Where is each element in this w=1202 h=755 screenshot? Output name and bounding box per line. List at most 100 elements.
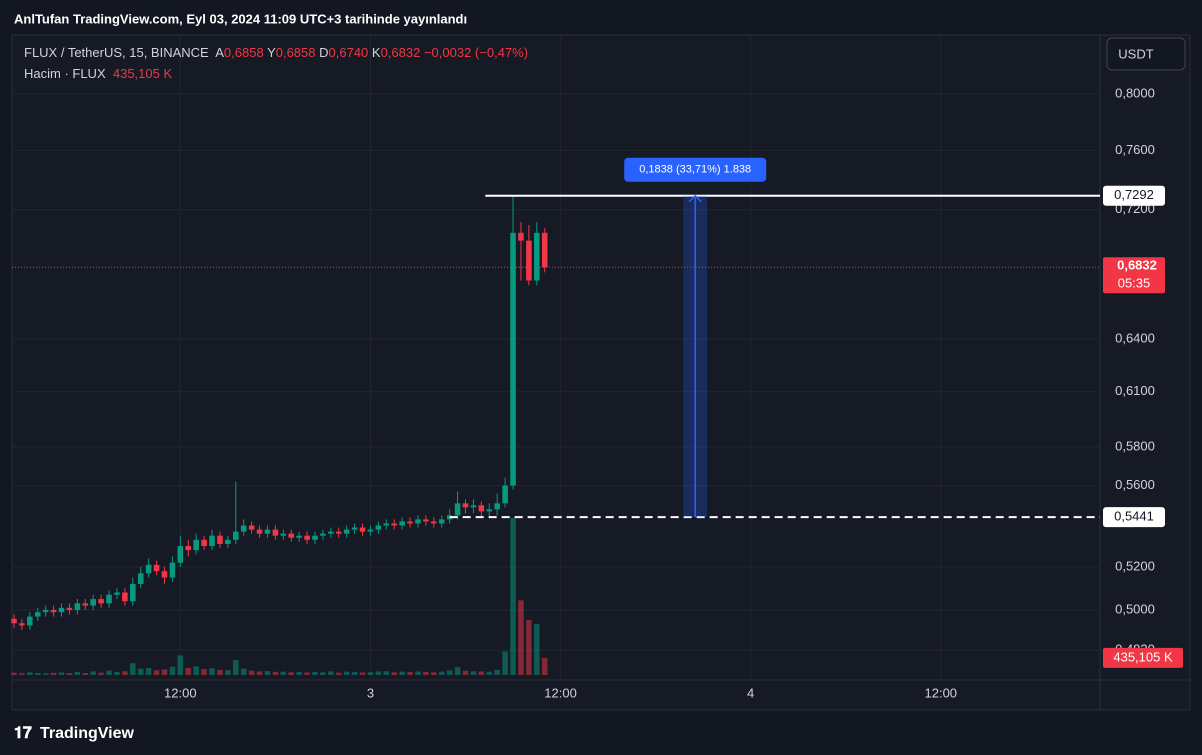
volume-bar	[185, 667, 192, 675]
volume-bar	[122, 671, 128, 675]
ohlc-legend: A0,6858 Y0,6858 D0,6740 K0,6832	[215, 45, 424, 60]
candle-body	[256, 529, 263, 534]
candle-body	[66, 607, 73, 610]
price-label-box	[1103, 507, 1165, 528]
volume-bar	[367, 672, 374, 675]
candle-body	[478, 505, 485, 512]
volume-bar	[391, 672, 397, 675]
candle-body	[541, 232, 548, 268]
ohlc-key: A	[215, 45, 224, 60]
volume-bar	[225, 670, 231, 675]
volume-bar	[494, 669, 500, 675]
candle-body	[58, 607, 65, 613]
volume-bar	[27, 672, 33, 675]
symbol: FLUX / TetherUS, 15, BINANCE	[24, 45, 209, 60]
candle-body	[106, 594, 112, 604]
volume-bar	[177, 655, 184, 675]
candle-body	[534, 232, 540, 281]
candle-body	[423, 519, 429, 522]
y-tick-label: 0,6400	[1115, 330, 1155, 345]
candle-body	[74, 603, 81, 610]
volume-bar	[201, 669, 207, 675]
candle-body	[201, 539, 207, 547]
candle-body	[34, 612, 41, 617]
candle-body	[42, 609, 49, 613]
volume-bar	[438, 671, 445, 675]
y-tick-label: 0,5800	[1115, 438, 1155, 453]
candle-body	[296, 535, 302, 538]
candle-body	[304, 535, 310, 540]
candle-body	[502, 485, 508, 504]
volume-bar	[541, 657, 548, 675]
candle-body	[407, 521, 413, 524]
volume-bar	[145, 667, 152, 675]
volume-bar	[11, 672, 17, 675]
candle-body	[90, 599, 96, 606]
volume-bar	[383, 671, 390, 675]
volume-bar	[74, 671, 81, 675]
measure-label: 0,1838 (33,71%) 1.838	[639, 164, 751, 176]
y-tick-label: 0,8000	[1115, 85, 1155, 100]
volume-bar	[534, 623, 540, 675]
volume-bar	[510, 517, 516, 675]
candle-body	[335, 531, 342, 534]
volume-bar	[407, 672, 413, 675]
countdown-label: 05:35	[1118, 276, 1151, 291]
candle-body	[11, 618, 17, 624]
volume-bar	[328, 671, 334, 675]
volume-bar	[272, 671, 279, 675]
volume-bar	[526, 620, 532, 675]
candle-body	[494, 503, 500, 510]
candle-body	[486, 509, 493, 512]
candle-body	[343, 529, 350, 534]
volume-bar	[153, 670, 160, 675]
candle-body	[50, 609, 57, 613]
volume-bar	[161, 669, 168, 675]
candle-body	[399, 521, 405, 526]
candle-body	[328, 531, 334, 534]
candle-body	[177, 546, 184, 563]
volume-bar	[351, 672, 358, 675]
volume-bar	[130, 663, 136, 675]
volume-bar	[280, 671, 287, 675]
currency-button[interactable]	[1106, 37, 1186, 71]
candle-body	[153, 564, 160, 572]
volume-bar	[217, 669, 223, 675]
volume-bar	[431, 672, 437, 675]
volume-bar	[454, 667, 461, 675]
volume-bar	[296, 672, 302, 675]
candle-body	[27, 616, 33, 626]
candle-body	[193, 539, 199, 551]
volume-bar	[42, 673, 49, 675]
candle-body	[137, 573, 144, 584]
candle-body	[130, 583, 136, 602]
volume-legend-value: 435,105 K	[112, 66, 173, 81]
candle-body	[375, 525, 382, 530]
price-label: 0,7292	[1114, 187, 1154, 202]
candle-body	[526, 240, 532, 281]
candle-body	[145, 564, 152, 574]
chart-panel	[11, 34, 1191, 711]
volume-bar	[359, 672, 366, 675]
currency-label[interactable]: USDT	[1118, 46, 1153, 61]
candle-body	[351, 527, 358, 530]
volume-label-box	[1103, 647, 1183, 668]
y-tick-label: 0,5000	[1115, 601, 1155, 616]
legend-line: FLUX / TetherUS, 15, BINANCE A0,6858 Y0,…	[24, 45, 528, 60]
volume-bar	[486, 671, 493, 675]
volume-bar	[34, 673, 41, 675]
published-note: AnlTufan TradingView.com, Eyl 03, 2024 1…	[14, 11, 467, 26]
volume-bar	[209, 668, 215, 675]
volume-bar	[114, 672, 120, 675]
y-tick-label: 0,5600	[1115, 477, 1155, 492]
candle-body	[240, 525, 247, 532]
volume-bar	[312, 671, 318, 675]
candle-body	[454, 503, 461, 516]
candle-body	[510, 232, 516, 486]
volume-bar	[320, 672, 326, 675]
y-tick-label: 0,7600	[1115, 142, 1155, 157]
footer-logo: 𝟏𝟕	[14, 725, 32, 742]
volume-bar	[502, 651, 508, 675]
candle-body	[122, 592, 128, 602]
